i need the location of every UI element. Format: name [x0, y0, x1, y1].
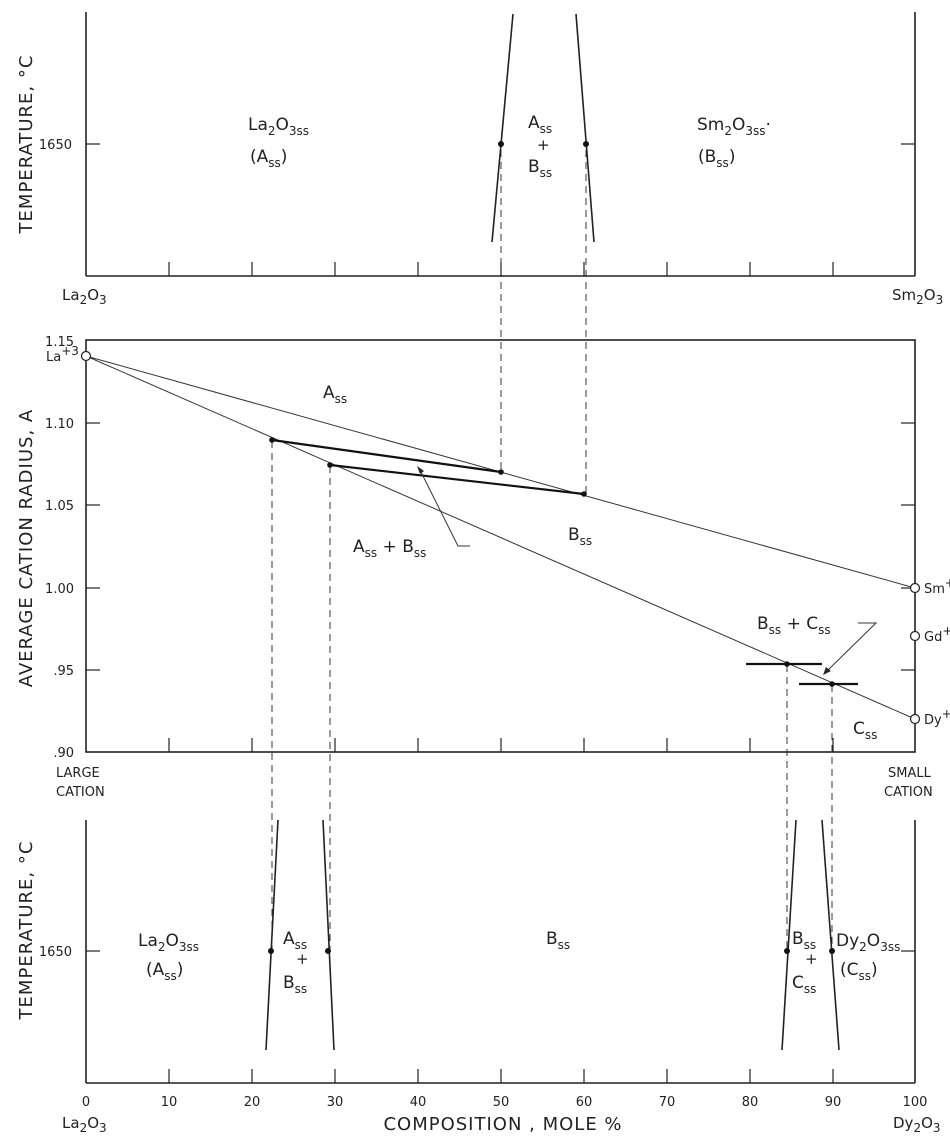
bottom-region-css: (Css) [840, 960, 878, 983]
bottom-point-29 [325, 948, 331, 954]
x-tick-20: 20 [244, 1095, 261, 1110]
bottom-point-85 [784, 948, 790, 954]
middle-y-tick-1-10: 1.10 [45, 417, 74, 432]
tie-line-22 [271, 438, 502, 474]
middle-region-bss: Bss [568, 525, 592, 548]
bottom-y-tick-label: 1650 [39, 945, 72, 960]
middle-panel: 1.15 1.10 1.05 1.00 .95 .90 AVERAGE CATI… [16, 335, 950, 800]
top-boundary-ab-left [491, 13, 514, 243]
bottom-region-bc-b: Bss [792, 929, 816, 952]
x-tick-60: 60 [576, 1095, 593, 1110]
bottom-region-dy2o3ss: Dy2O3ss [836, 931, 900, 954]
middle-label-bss-css: Bss + Css [757, 614, 831, 637]
bottom-boundary-22 [265, 819, 279, 1051]
top-region-bss: (Bss) [698, 147, 735, 170]
small-cation-label-1: SMALL [888, 766, 932, 781]
top-left-end-label: La2O3 [62, 286, 107, 307]
middle-region-css: Css [853, 719, 877, 742]
x-tick-40: 40 [410, 1095, 427, 1110]
leader-ab-arrow [417, 466, 424, 474]
leader-bc [826, 622, 878, 672]
bottom-point-22 [268, 948, 274, 954]
top-region-plus: + [537, 136, 550, 154]
top-panel: 1650 TEMPERATURE, °C La2O3ss (Ass) Ass +… [16, 12, 943, 307]
leader-bc-arrow [823, 667, 831, 675]
top-boundary-ab-right [575, 13, 595, 243]
bottom-region-ab-b: Bss [283, 973, 307, 996]
ion-sm-marker [909, 582, 921, 594]
x-tick-70: 70 [659, 1095, 676, 1110]
x-tick-0: 0 [82, 1095, 90, 1110]
bottom-region-ass: (Ass) [146, 960, 183, 983]
middle-y-ticks [86, 422, 915, 671]
dashed-guides [271, 150, 833, 950]
top-y-tick-label: 1650 [39, 138, 72, 153]
ion-gd-marker [909, 630, 921, 642]
top-point-60 [583, 141, 589, 147]
bottom-region-ab-a: Ass [283, 929, 307, 952]
ion-dy-label: Dy+ [924, 707, 950, 728]
bottom-boundary-90 [821, 819, 840, 1051]
tie-line-29 [329, 463, 585, 496]
radius-line-la-dy [85, 355, 916, 720]
bottom-region-ab-plus: + [296, 950, 309, 968]
bottom-region-bss: Bss [546, 929, 570, 952]
top-x-ticks [168, 262, 834, 276]
top-right-end-label: Sm2O3 [892, 286, 943, 307]
point-29 [327, 462, 333, 468]
bottom-boundary-85 [781, 819, 797, 1051]
top-region-sm2o3ss: Sm2O3ss· [697, 115, 771, 138]
ion-la-label: La+3 [46, 344, 79, 365]
top-region-bss-label: Bss [528, 157, 552, 180]
middle-y-tick-1-00: 1.00 [45, 582, 74, 597]
middle-x-ticks [168, 738, 834, 752]
top-region-ass-label: Ass [528, 113, 552, 136]
middle-y-tick-0-95: .95 [53, 664, 74, 679]
large-cation-label-2: CATION [56, 785, 105, 800]
ion-la-marker [80, 350, 92, 362]
top-y-axis-label: TEMPERATURE, °C [16, 55, 37, 235]
bottom-y-axis-label: TEMPERATURE, °C [16, 841, 37, 1021]
middle-y-axis-label: AVERAGE CATION RADIUS, A [16, 409, 37, 687]
x-tick-90: 90 [825, 1095, 842, 1110]
ion-dy-marker [909, 713, 921, 725]
point-85 [784, 661, 790, 667]
bottom-boundary-29 [322, 819, 335, 1051]
middle-region-ass: Ass [323, 383, 347, 406]
ion-gd-label: Gd+ [924, 624, 950, 645]
top-region-la2o3ss: La2O3ss [248, 115, 309, 138]
middle-y-tick-1-15: 1.15 [45, 335, 74, 350]
top-region-ass: (Ass) [250, 147, 287, 170]
ion-sm-label: Sm+ [924, 576, 950, 597]
bottom-panel: 1650 TEMPERATURE, °C La2O3ss (Ass) Ass +… [16, 819, 941, 1135]
x-axis-label: COMPOSITION , MOLE % [383, 1114, 622, 1135]
middle-label-ass-bss: Ass + Bss [353, 537, 426, 560]
bottom-point-90 [829, 948, 835, 954]
top-point-50 [498, 141, 504, 147]
x-tick-100: 100 [903, 1095, 928, 1110]
point-50 [498, 469, 504, 475]
bottom-region-la2o3ss: La2O3ss [138, 931, 199, 954]
large-cation-label-1: LARGE [56, 766, 100, 781]
bottom-region-bc-plus: + [805, 950, 818, 968]
x-tick-10: 10 [161, 1095, 178, 1110]
middle-frame [85, 339, 916, 753]
x-tick-80: 80 [742, 1095, 759, 1110]
middle-y-tick-1-05: 1.05 [45, 499, 74, 514]
bottom-right-end-label: Dy2O3 [893, 1114, 941, 1135]
point-90 [829, 681, 835, 687]
x-tick-30: 30 [327, 1095, 344, 1110]
bottom-x-ticks [168, 1069, 834, 1083]
x-tick-labels: 0 10 20 30 40 50 60 70 80 90 100 [82, 1095, 928, 1110]
point-60 [581, 491, 587, 497]
x-tick-50: 50 [493, 1095, 510, 1110]
bottom-region-bc-c: Css [792, 973, 816, 996]
small-cation-label-2: CATION [884, 785, 933, 800]
leader-ab [419, 469, 470, 547]
middle-y-tick-0-90: .90 [53, 746, 74, 761]
bottom-left-end-label: La2O3 [62, 1114, 107, 1135]
point-22 [269, 437, 275, 443]
